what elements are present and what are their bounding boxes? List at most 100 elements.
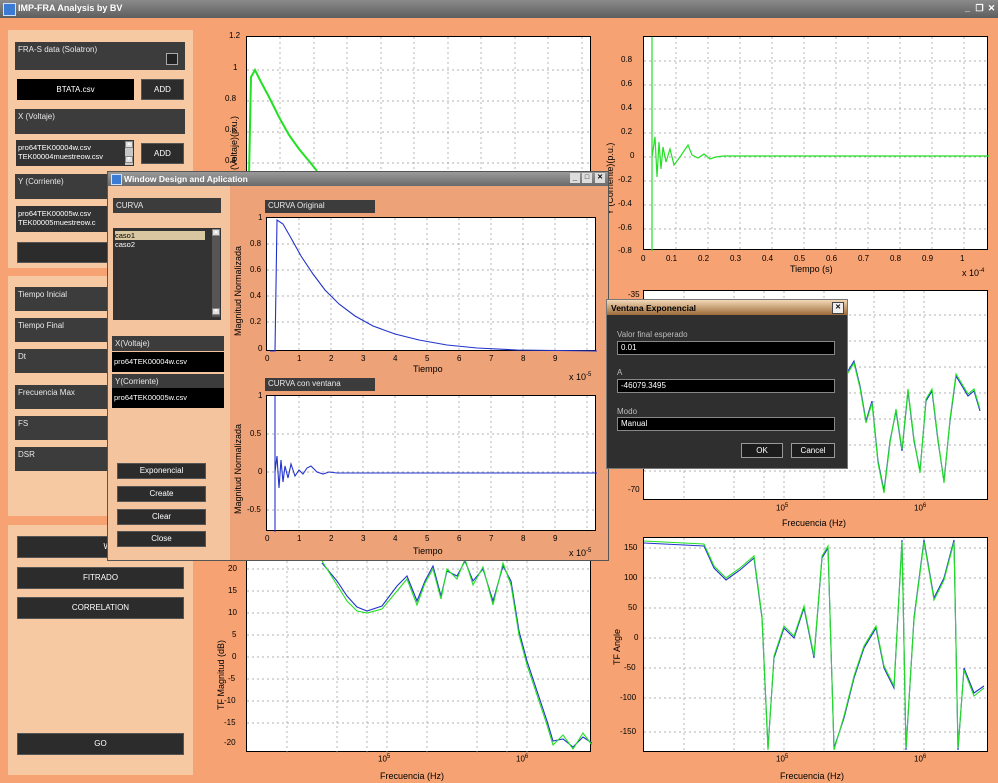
filtrado-button[interactable]: FITRADO xyxy=(17,567,184,589)
add-fra-button[interactable]: ADD xyxy=(141,79,184,100)
restore-icon[interactable]: ❐ xyxy=(975,3,984,13)
ok-button[interactable]: OK xyxy=(741,443,783,458)
xtick: 8 xyxy=(521,354,526,363)
x-voltaje-label: X(Voltaje) xyxy=(112,336,224,351)
ytick: 0.5 xyxy=(250,429,262,438)
ytick: 0 xyxy=(232,652,237,661)
fra-file-field[interactable]: BTATA.csv xyxy=(17,79,134,100)
close-icon[interactable]: ✕ xyxy=(832,302,844,314)
ytick: 20 xyxy=(228,564,237,573)
clear-button[interactable]: Clear xyxy=(117,509,206,525)
create-button[interactable]: Create xyxy=(117,486,206,502)
a-input[interactable]: -46079.3495 xyxy=(617,379,835,393)
xtick: 9 xyxy=(553,534,558,543)
ventana-exponencial-title: Ventana Exponencial xyxy=(611,303,697,313)
tf-angle-plot xyxy=(643,537,989,753)
ytick: -35 xyxy=(628,290,640,299)
ytick: -15 xyxy=(224,718,236,727)
go-button[interactable]: GO xyxy=(17,733,184,755)
voltage-line xyxy=(248,67,318,178)
ventana-exponencial-titlebar[interactable]: Ventana Exponencial ✕ xyxy=(607,300,847,315)
list-item[interactable]: caso2 xyxy=(115,240,136,249)
xtick: 0 xyxy=(265,354,270,363)
app-title: IMP-FRA Analysis by BV xyxy=(18,3,123,13)
valor-final-input[interactable]: 0.01 xyxy=(617,341,835,355)
xtick: 105 xyxy=(378,754,390,764)
current-line xyxy=(651,37,989,251)
cancel-button[interactable]: Cancel xyxy=(791,443,835,458)
curva-original-title: CURVA Original xyxy=(265,200,375,213)
xtick: 5 xyxy=(425,534,430,543)
curva-ventana-title: CURVA con ventana xyxy=(265,378,375,391)
exponencial-button[interactable]: Exponencial xyxy=(117,463,206,479)
exponent-base: x 10 xyxy=(569,548,587,558)
curva-original-ylabel: Magnitud Normalizada xyxy=(233,245,243,336)
tf-magnitude-plot xyxy=(246,540,592,753)
ytick: -150 xyxy=(620,727,637,736)
ytick: 5 xyxy=(232,630,237,639)
close-button[interactable]: Close xyxy=(117,531,206,547)
curva-ventana-svg xyxy=(267,396,597,532)
log-tick-power: 5 xyxy=(784,503,789,509)
ytick: 0.6 xyxy=(250,265,262,274)
ytick: -50 xyxy=(624,663,636,672)
close-icon[interactable]: ✕ xyxy=(987,3,996,13)
scrollbar[interactable]: ▲ ▼ xyxy=(125,141,133,165)
tf-angle-plot-svg xyxy=(644,538,989,753)
xtick: 6 xyxy=(457,534,462,543)
correlation-button[interactable]: CORRELATION xyxy=(17,597,184,619)
ytick: -0.2 xyxy=(618,175,632,184)
curva-original-exponent: x 10-5 xyxy=(569,372,591,382)
ytick: 0.2 xyxy=(621,127,633,136)
minimize-icon[interactable]: _ xyxy=(964,3,970,13)
list-item[interactable]: TEK00005muestreow.c xyxy=(18,218,96,227)
xtick: 2 xyxy=(329,534,334,543)
xtick: 105 xyxy=(776,503,788,513)
exponent-power: -5 xyxy=(586,372,592,378)
freq-right-green xyxy=(847,361,981,494)
x-voltage-label: X (Voltaje) xyxy=(15,109,185,134)
list-item[interactable]: pro64TEK00004w.csv xyxy=(18,143,91,152)
modo-input[interactable]: Manual xyxy=(617,417,835,431)
ytick: 0.6 xyxy=(225,125,237,134)
minimize-icon[interactable]: _ xyxy=(570,173,580,183)
xtick: 1 xyxy=(960,254,965,263)
close-icon[interactable]: ✕ xyxy=(595,173,605,183)
add-x-button[interactable]: ADD xyxy=(141,143,184,164)
curva-listbox[interactable]: caso1 caso2 ▲ ▼ xyxy=(113,228,221,320)
xtick: 106 xyxy=(516,754,528,764)
ytick: 1.2 xyxy=(229,31,241,40)
ytick: 0 xyxy=(634,633,639,642)
ytick: 100 xyxy=(624,573,638,582)
fra-checkbox[interactable] xyxy=(166,53,178,65)
scrollbar[interactable]: ▲ ▼ xyxy=(212,229,220,317)
app-icon xyxy=(3,3,16,16)
maximize-icon[interactable]: □ xyxy=(582,173,592,183)
freq-right-xlabel: Frecuencia (Hz) xyxy=(782,518,847,528)
tf-angle-xlabel: Frecuencia (Hz) xyxy=(780,771,845,781)
xtick: 9 xyxy=(553,354,558,363)
ytick: -0.6 xyxy=(618,223,632,232)
ytick: -5 xyxy=(228,674,236,683)
log-tick-power: 5 xyxy=(784,754,789,760)
x-voltaje-value: pro64TEK00004w.csv xyxy=(112,352,224,372)
tf-angle-blue xyxy=(644,539,985,751)
ytick: 0.8 xyxy=(250,239,262,248)
xtick: 3 xyxy=(361,354,366,363)
list-item[interactable]: TEK00004muestreow.csv xyxy=(18,152,104,161)
window-design-dialog: Window Design and Aplication _ □ ✕ CURVA… xyxy=(107,171,609,561)
x-files-list[interactable]: pro64TEK00004w.csv TEK00004muestreow.csv… xyxy=(16,140,134,166)
window-design-titlebar[interactable]: Window Design and Aplication _ □ ✕ xyxy=(108,172,608,186)
xtick: 4 xyxy=(393,534,398,543)
log-tick-power: 6 xyxy=(922,503,927,509)
list-item[interactable]: caso1 xyxy=(115,231,205,240)
ytick: 1 xyxy=(258,391,263,400)
log-tick-base: 10 xyxy=(776,754,785,764)
list-item[interactable]: pro64TEK00005w.csv xyxy=(18,209,91,218)
curva-original-plot xyxy=(266,217,597,352)
xtick: 3 xyxy=(361,534,366,543)
ytick: 50 xyxy=(628,603,637,612)
exponent-power: -4 xyxy=(979,268,985,274)
tf-angle-green xyxy=(644,540,985,751)
tf-magnitude-plot-svg xyxy=(247,541,592,753)
